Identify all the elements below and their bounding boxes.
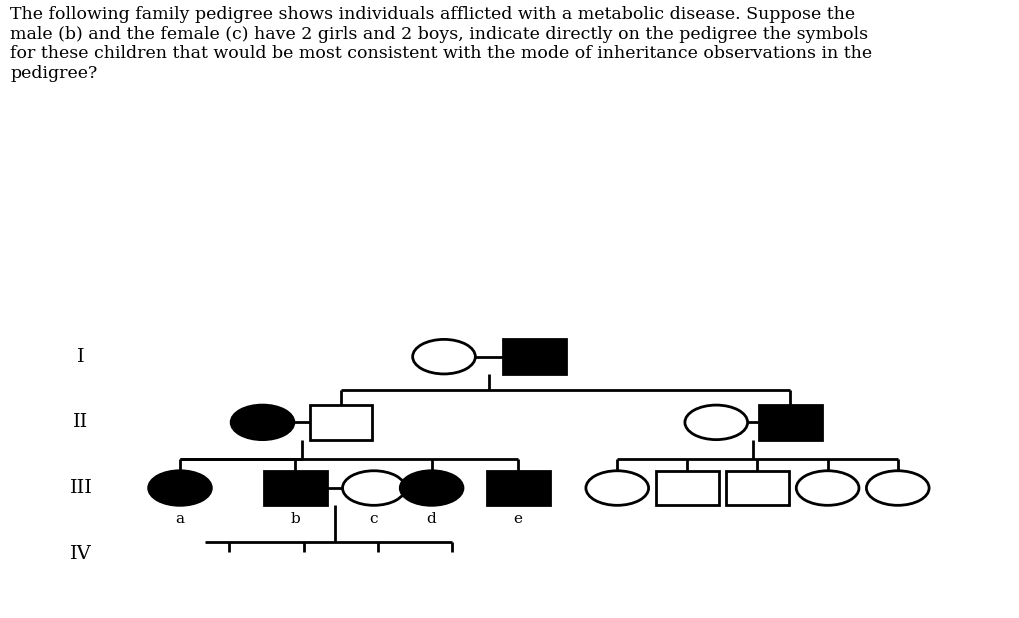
Bar xyxy=(503,339,566,374)
Text: III: III xyxy=(69,479,93,497)
Text: a: a xyxy=(175,512,184,526)
Text: b: b xyxy=(290,512,300,526)
Bar xyxy=(655,471,718,506)
Bar xyxy=(264,471,326,506)
Ellipse shape xyxy=(399,471,463,506)
Ellipse shape xyxy=(231,405,293,439)
Bar xyxy=(758,405,821,439)
Text: IV: IV xyxy=(70,544,92,563)
Text: c: c xyxy=(369,512,378,526)
Ellipse shape xyxy=(149,471,211,506)
Text: II: II xyxy=(73,413,89,431)
Bar xyxy=(486,471,549,506)
Text: The following family pedigree shows individuals afflicted with a metabolic disea: The following family pedigree shows indi… xyxy=(10,6,871,82)
Text: I: I xyxy=(77,348,85,366)
Text: d: d xyxy=(426,512,436,526)
Bar xyxy=(309,405,372,439)
Bar xyxy=(726,471,788,506)
Text: e: e xyxy=(514,512,522,526)
